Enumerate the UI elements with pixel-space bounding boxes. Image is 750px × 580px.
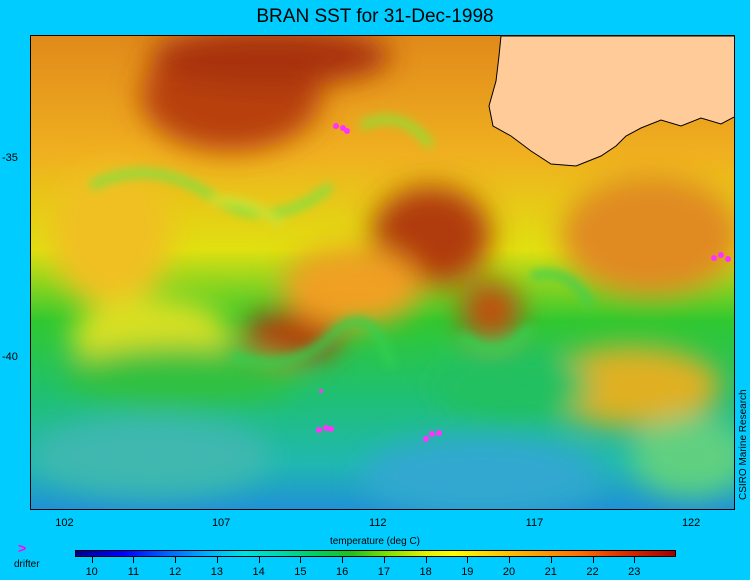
colorbar-tick-label: 11 <box>127 566 140 578</box>
colorbar-tick <box>300 557 302 563</box>
drifter-track-3 <box>319 389 323 393</box>
colorbar-tick-label: 23 <box>628 566 641 578</box>
colorbar-label: temperature (deg C) <box>329 536 421 547</box>
x-tick-label: 112 <box>369 517 387 529</box>
colorbar-tick-label: 21 <box>544 566 557 578</box>
drifter-track-2 <box>711 255 717 261</box>
colorbar-tick-label: 22 <box>586 566 599 578</box>
colorbar-tick-label: 14 <box>252 566 265 578</box>
x-tick-label: 122 <box>681 517 701 529</box>
colorbar-tick-label: 12 <box>169 566 182 578</box>
colorbar-tick-label: 16 <box>335 566 349 578</box>
colorbar-tick-label: 19 <box>461 566 474 578</box>
colorbar-tick <box>550 557 552 563</box>
drifter-track-4 <box>316 427 322 433</box>
colorbar-tick-label: 18 <box>419 566 432 578</box>
credit-label: CSIRO Marine Research <box>738 389 749 500</box>
colorbar-tick-label: 13 <box>210 566 224 578</box>
x-tick-label: 117 <box>525 517 544 529</box>
colorbar-tick <box>383 557 385 563</box>
drifter-legend-label: drifter <box>14 559 40 570</box>
sst-field-patches <box>31 36 734 509</box>
chevron-right-icon: > <box>18 540 27 556</box>
colorbar-tick-label: 10 <box>85 566 98 578</box>
y-tick-label: -35 <box>2 151 18 164</box>
colorbar-tick <box>216 557 218 563</box>
colorbar-tick-label: 20 <box>502 566 516 578</box>
colorbar-tick <box>467 557 469 563</box>
colorbar-tick <box>342 557 344 563</box>
land-mass <box>488 36 734 167</box>
sst-field-eddies <box>89 115 595 368</box>
colorbar <box>75 550 676 557</box>
map-title: BRAN SST for 31-Dec-1998 <box>256 6 494 27</box>
colorbar-tick <box>175 557 177 563</box>
drifter-track-1 <box>333 123 339 129</box>
drifter-track-5 <box>423 436 429 442</box>
sst-map <box>30 35 735 510</box>
colorbar-tick <box>91 557 93 563</box>
colorbar-tick <box>592 557 594 563</box>
drifter-tracks <box>316 123 731 442</box>
x-tick-label: 107 <box>211 517 231 529</box>
colorbar-tick <box>258 557 260 563</box>
colorbar-tick-label: 17 <box>377 566 390 578</box>
colorbar-tick <box>425 557 427 563</box>
colorbar-tick <box>133 557 135 563</box>
colorbar-tick-label: 15 <box>294 566 307 578</box>
colorbar-tick <box>634 557 636 563</box>
x-tick-label: 102 <box>55 517 74 529</box>
colorbar-tick <box>509 557 511 563</box>
y-tick-label: -40 <box>2 351 18 364</box>
